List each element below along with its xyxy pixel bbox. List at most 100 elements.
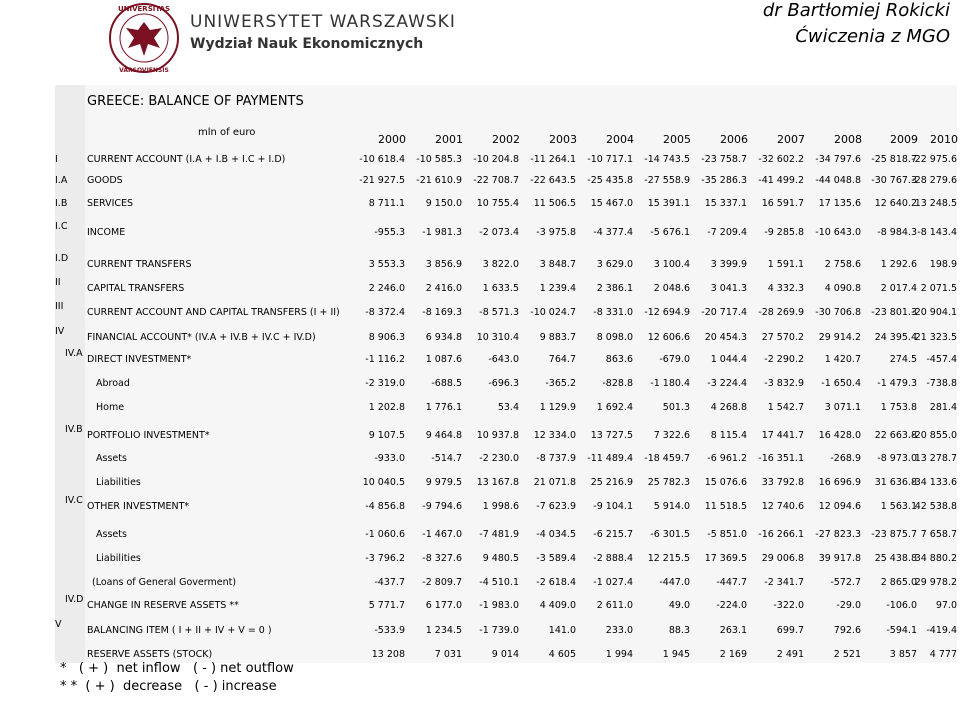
cell-value: -738.8 bbox=[926, 378, 957, 389]
cell-value: 12 606.6 bbox=[647, 332, 690, 343]
cell-value: 5 771.7 bbox=[368, 600, 405, 611]
row-label: PORTFOLIO INVESTMENT* bbox=[87, 430, 210, 441]
row-label: Assets bbox=[96, 529, 127, 540]
cell-value: 1 044.4 bbox=[710, 354, 747, 365]
cell-value: -34 133.6 bbox=[911, 477, 957, 488]
cell-value: 42 538.8 bbox=[914, 501, 957, 512]
cell-value: -7 209.4 bbox=[707, 227, 747, 238]
cell-value: 9 979.5 bbox=[425, 477, 462, 488]
cell-value: 15 337.1 bbox=[704, 198, 747, 209]
cell-value: -365.2 bbox=[545, 378, 576, 389]
row-label: (Loans of General Goverment) bbox=[92, 577, 237, 588]
cell-value: -23 758.7 bbox=[701, 154, 747, 165]
cell-value: -8 372.4 bbox=[365, 307, 405, 318]
year-header: 2009 bbox=[890, 133, 918, 146]
cell-value: 4 777 bbox=[929, 649, 957, 660]
cell-value: 13 167.8 bbox=[476, 477, 519, 488]
cell-value: 1 202.8 bbox=[368, 402, 405, 413]
cell-value: 1 234.5 bbox=[425, 625, 462, 636]
row-code: IV.A bbox=[65, 348, 83, 359]
cell-value: -3 589.4 bbox=[536, 553, 576, 564]
cell-value: 9 107.5 bbox=[368, 430, 405, 441]
cell-value: -5 851.0 bbox=[707, 529, 747, 540]
cell-value: -22 708.7 bbox=[473, 175, 519, 186]
year-header: 2006 bbox=[720, 133, 748, 146]
cell-value: -7 623.9 bbox=[536, 501, 576, 512]
cell-value: 1 633.5 bbox=[482, 283, 519, 294]
cell-value: -10 585.3 bbox=[416, 154, 462, 165]
cell-value: -4 377.4 bbox=[593, 227, 633, 238]
cell-value: 5 914.0 bbox=[653, 501, 690, 512]
cell-value: -933.0 bbox=[374, 453, 405, 464]
cell-value: -2 618.4 bbox=[536, 577, 576, 588]
cell-value: 2 048.6 bbox=[653, 283, 690, 294]
cell-value: 12 740.6 bbox=[761, 501, 804, 512]
cell-value: 1 994 bbox=[605, 649, 633, 660]
cell-value: 10 755.4 bbox=[476, 198, 519, 209]
cell-value: -6 215.7 bbox=[593, 529, 633, 540]
cell-value: -20 904.1 bbox=[911, 307, 957, 318]
cell-value: -12 694.9 bbox=[644, 307, 690, 318]
cell-value: 12 334.0 bbox=[533, 430, 576, 441]
cell-value: 1 087.6 bbox=[425, 354, 462, 365]
cell-value: -2 319.0 bbox=[365, 378, 405, 389]
row-label: Assets bbox=[96, 453, 127, 464]
cell-value: 13 727.5 bbox=[590, 430, 633, 441]
cell-value: 8 711.1 bbox=[368, 198, 405, 209]
cell-value: 233.0 bbox=[605, 625, 633, 636]
cell-value: 1 776.1 bbox=[425, 402, 462, 413]
cell-value: 34 880.2 bbox=[914, 553, 957, 564]
cell-value: -1 739.0 bbox=[479, 625, 519, 636]
cell-value: 24 395.4 bbox=[874, 332, 917, 343]
cell-value: -18 459.7 bbox=[644, 453, 690, 464]
cell-value: 4 090.8 bbox=[824, 283, 861, 294]
cell-value: -514.7 bbox=[431, 453, 462, 464]
cell-value: -224.0 bbox=[716, 600, 747, 611]
cell-value: -22 975.6 bbox=[911, 154, 957, 165]
faculty: Wydział Nauk Ekonomicznych bbox=[190, 36, 424, 52]
cell-value: -457.4 bbox=[926, 354, 957, 365]
row-label: INCOME bbox=[87, 227, 126, 238]
logo-text-bottom: VARSOVIENSIS bbox=[119, 67, 169, 74]
cell-value: 198.9 bbox=[929, 259, 957, 270]
cell-value: 1 542.7 bbox=[767, 402, 804, 413]
cell-value: -27 823.3 bbox=[815, 529, 861, 540]
cell-value: -4 856.8 bbox=[365, 501, 405, 512]
row-label: GOODS bbox=[87, 175, 123, 186]
cell-value: 11 518.5 bbox=[704, 501, 747, 512]
row-label: CURRENT ACCOUNT AND CAPITAL TRANSFERS (I… bbox=[87, 307, 340, 318]
row-label: DIRECT INVESTMENT* bbox=[87, 354, 192, 365]
cell-value: -688.5 bbox=[431, 378, 462, 389]
cell-value: 97.0 bbox=[935, 600, 957, 611]
cell-value: -27 558.9 bbox=[644, 175, 690, 186]
cell-value: 2 416.0 bbox=[425, 283, 462, 294]
cell-value: -8 571.3 bbox=[479, 307, 519, 318]
cell-value: 4 409.0 bbox=[539, 600, 576, 611]
cell-value: -1 116.2 bbox=[365, 354, 405, 365]
cell-value: -8 984.3 bbox=[877, 227, 917, 238]
cell-value: 1 753.8 bbox=[880, 402, 917, 413]
cell-value: -437.7 bbox=[374, 577, 405, 588]
cell-value: 33 792.8 bbox=[761, 477, 804, 488]
cell-value: -44 048.8 bbox=[815, 175, 861, 186]
cell-value: 1 692.4 bbox=[596, 402, 633, 413]
row-label: CAPITAL TRANSFERS bbox=[87, 283, 185, 294]
cell-value: 17 369.5 bbox=[704, 553, 747, 564]
author: dr Bartłomiej Rokicki bbox=[762, 0, 950, 21]
cell-value: 2 071.5 bbox=[920, 283, 957, 294]
row-code: I.D bbox=[55, 253, 69, 264]
cell-value: -20 855.0 bbox=[911, 430, 957, 441]
cell-value: -30 767.3 bbox=[871, 175, 917, 186]
cell-value: 8 115.4 bbox=[710, 430, 747, 441]
row-label: Liabilities bbox=[96, 477, 141, 488]
row-label: Liabilities bbox=[96, 553, 141, 564]
cell-value: 17 441.7 bbox=[761, 430, 804, 441]
row-code: II bbox=[55, 277, 61, 288]
row-label: CURRENT ACCOUNT (I.A + I.B + I.C + I.D) bbox=[87, 154, 286, 165]
cell-value: 1 292.6 bbox=[880, 259, 917, 270]
year-header: 2008 bbox=[834, 133, 862, 146]
cell-value: 10 040.5 bbox=[362, 477, 405, 488]
year-header: 2002 bbox=[492, 133, 520, 146]
cell-value: 863.6 bbox=[605, 354, 633, 365]
cell-value: 4 268.8 bbox=[710, 402, 747, 413]
